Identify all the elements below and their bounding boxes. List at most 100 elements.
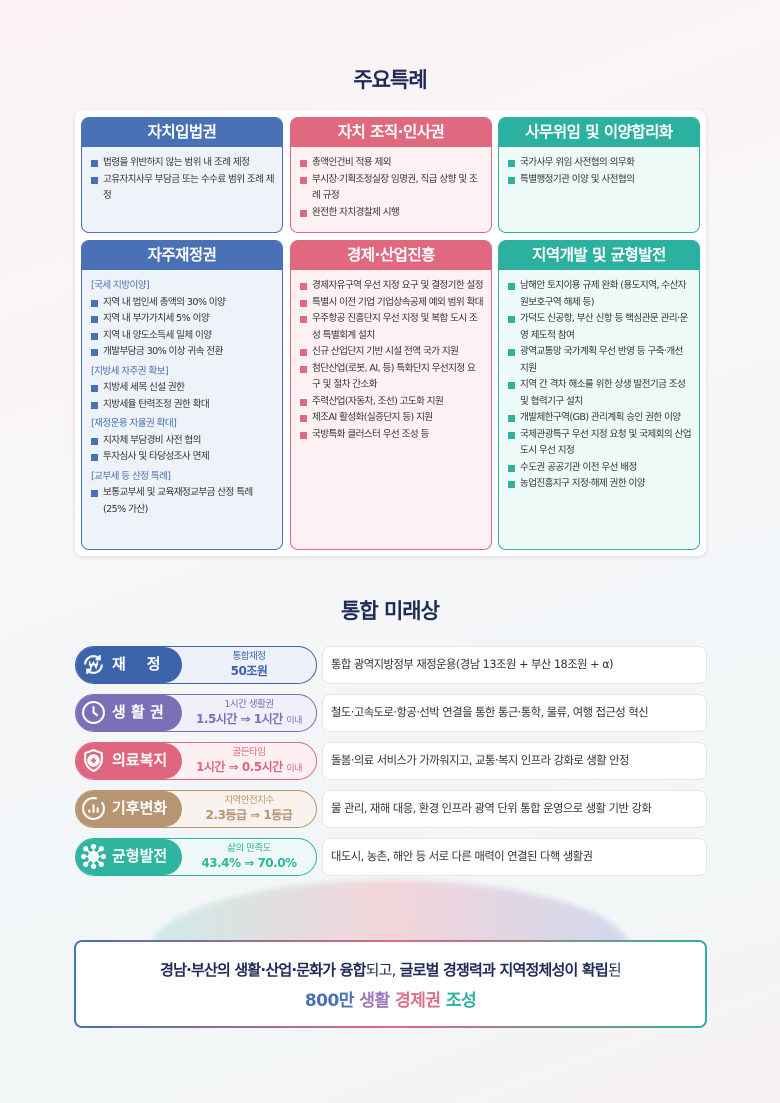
metric-name: 통합재정 <box>232 651 266 662</box>
metric-name: 골든타임 <box>232 747 266 758</box>
list-item: 지자체 부담경비 사전 협의 <box>91 433 274 450</box>
vision-pill: 균형발전 삶의 만족도 43.4% ⇒ 70.0% <box>75 838 317 876</box>
won-cycle-icon <box>81 652 106 677</box>
vision-label: 의료복지 <box>76 743 182 779</box>
list-item: 지역 내 부가가치세 5% 이양 <box>91 311 274 328</box>
shield-plus-icon <box>81 748 106 773</box>
provision-card: 자치입법권 법령을 위반하지 않는 범위 내 조례 제정 고유자치사무 부담금 또는… <box>81 117 283 233</box>
special-provisions-panel: 자치입법권 법령을 위반하지 않는 범위 내 조례 제정 고유자치사무 부담금 또는… <box>75 110 706 556</box>
card-title: 지역개발 및 균형발전 <box>499 241 699 270</box>
provision-card: 사무위임 및 이양합리화 국가사무 위임 사전협의 의무화 특별행정기관 이양 및 … <box>498 117 700 233</box>
list-item: 총액인건비 적용 제외 <box>300 155 483 172</box>
vision-label-text: 균형발전 <box>112 847 168 865</box>
vision-description: 물 관리, 재해 대응, 환경 인프라 광역 단위 통합 운영으로 생활 기반 … <box>322 790 707 828</box>
list-item: 지역 내 양도소득세 일체 이양 <box>91 328 274 345</box>
list-item: 부시장·기획조정실장 임명권, 직급 상향 및 조례 규정 <box>300 172 483 205</box>
metric-value-line: 1.5시간 ⇒ 1시간 이내 <box>182 711 316 729</box>
statement-highlight: 생활 <box>359 991 396 1011</box>
vision-label: 기후변화 <box>76 791 182 827</box>
bar-chart-circle-icon <box>81 796 106 821</box>
list-item: 우주항공 진흥단지 우선 지정 및 복합 도시 조성 특별회계 설치 <box>300 311 483 344</box>
list-item: 수도권 공공기관 이전 우선 배정 <box>508 460 691 477</box>
list-item: 국가사무 위임 사전협의 의무화 <box>508 155 691 172</box>
card-title: 경제·산업진흥 <box>291 241 491 270</box>
metric-value-line: 2.3등급 ⇒ 1등급 <box>182 807 316 823</box>
list-item: 지역 내 법인세 총액의 30% 이양 <box>91 295 274 312</box>
list-item: 제조AI 활성화(실증단지 등) 지원 <box>300 410 483 427</box>
statement-line-1: 경남·부산의 생활·산업·문화가 융합되고, 글로벌 경쟁력과 지역정체성이 확… <box>76 959 705 980</box>
metric-suffix: 이내 <box>286 716 302 726</box>
list-item: 특별시 이전 기업 기업상속공제 예외 범위 확대 <box>300 295 484 312</box>
card-item-list: 법령을 위반하지 않는 범위 내 조례 제정 고유자치사무 부담금 또는 수수료 … <box>82 147 282 205</box>
list-item: 농업진흥지구 지정·해제 권한 이양 <box>508 476 691 493</box>
statement-highlight: 800만 <box>304 991 360 1011</box>
vision-row: 균형발전 삶의 만족도 43.4% ⇒ 70.0% 대도시, 농촌, 해안 등 서로 … <box>75 838 707 876</box>
list-item: 보통교부세 및 교육재정교부금 산정 특례 (25% 가산) <box>91 485 274 518</box>
provision-card: 경제·산업진흥 경제자유구역 우선 지정 요구 및 결정기한 설정 특별시 이전 기… <box>290 240 492 550</box>
metric-suffix: 이내 <box>286 764 302 774</box>
metric-value: 2.3등급 ⇒ 1등급 <box>205 808 293 822</box>
metric-name: 지역안전지수 <box>224 795 274 806</box>
list-item: 법령을 위반하지 않는 범위 내 조례 제정 <box>91 155 274 172</box>
list-item: 지역 간 격차 해소를 위한 상생 발전기금 조성 및 협력기구 설치 <box>508 377 691 410</box>
list-item: 신규 산업단지 기반 시설 전액 국가 지원 <box>300 344 483 361</box>
section-label: [교부세 등 산정 특례] <box>91 470 171 482</box>
vision-row: 재 정 통합재정 50조원 통합 광역지방정부 재정운용(경남 13조원 + 부산 1… <box>75 646 707 684</box>
final-statement-box: 경남·부산의 생활·산업·문화가 융합되고, 글로벌 경쟁력과 지역정체성이 확… <box>74 940 707 1028</box>
network-node-icon <box>80 843 107 870</box>
metric-name: 1시간 생활권 <box>224 699 274 710</box>
list-item: 지방세 세목 신설 권한 <box>91 380 274 397</box>
vision-metric: 지역안전지수 2.3등급 ⇒ 1등급 <box>182 794 316 823</box>
card-title: 자주재정권 <box>82 241 282 270</box>
vision-description: 대도시, 농촌, 해안 등 서로 다른 매력이 연결된 다핵 생활권 <box>322 838 707 876</box>
list-item: 완전한 자치경찰제 시행 <box>300 205 483 222</box>
list-item: 남해안 토지이용 규제 완화 (용도지역, 수산자원보호구역 해제 등) <box>508 278 691 311</box>
vision-pill: 재 정 통합재정 50조원 <box>75 646 317 684</box>
metric-value-line: 43.4% ⇒ 70.0% <box>182 855 316 871</box>
card-title: 사무위임 및 이양합리화 <box>499 118 699 147</box>
statement-segment: 되고, <box>365 961 400 979</box>
card-item-list: 경제자유구역 우선 지정 요구 및 결정기한 설정 특별시 이전 기업 기업상속공… <box>291 270 491 443</box>
vision-label-text: 생 활 권 <box>112 703 164 721</box>
card-title: 자치 조직·인사권 <box>291 118 491 147</box>
metric-value: 1시간 ⇒ 0.5시간 <box>196 760 283 774</box>
metric-value: 50조원 <box>230 664 268 678</box>
list-item: 가덕도 신공항, 부산 신항 등 핵심관문 관리·운영 제도적 참여 <box>508 311 691 344</box>
vision-label: 재 정 <box>76 647 182 683</box>
vision-pill: 기후변화 지역안전지수 2.3등급 ⇒ 1등급 <box>75 790 317 828</box>
card-item-list: 총액인건비 적용 제외 부시장·기획조정실장 임명권, 직급 상향 및 조례 규정… <box>291 147 491 221</box>
provision-card: 자주재정권 [국세 지방이양] 지역 내 법인세 총액의 30% 이양 지역 내 부가… <box>81 240 283 550</box>
metric-value-line: 1시간 ⇒ 0.5시간 이내 <box>182 759 316 777</box>
card-title: 자치입법권 <box>82 118 282 147</box>
section-label: [국세 지방이양] <box>91 280 150 291</box>
statement-highlight: 조성 <box>445 991 477 1011</box>
metric-value: 1.5시간 ⇒ 1시간 <box>196 712 283 726</box>
list-item: 주력산업(자동차, 조선) 고도화 지원 <box>300 394 483 411</box>
clock-icon <box>81 700 106 725</box>
vision-label: 균형발전 <box>76 839 182 875</box>
vision-row: 기후변화 지역안전지수 2.3등급 ⇒ 1등급 물 관리, 재해 대응, 환경 인프라… <box>75 790 707 828</box>
vision-label-text: 기후변화 <box>112 799 168 817</box>
vision-row: 의료복지 골든타임 1시간 ⇒ 0.5시간 이내 돌봄·의료 서비스가 가까워지고, … <box>75 742 707 780</box>
list-item: 개발제한구역(GB) 관리계획 승인 권한 이양 <box>508 410 691 427</box>
statement-segment: 된 <box>607 961 622 979</box>
vision-label-text: 재 정 <box>112 655 161 673</box>
statement-highlight: 경제권 <box>395 991 446 1011</box>
vision-description: 통합 광역지방정부 재정운용(경남 13조원 + 부산 18조원 + α) <box>322 646 707 684</box>
vision-metric: 골든타임 1시간 ⇒ 0.5시간 이내 <box>182 746 316 777</box>
list-item: 고유자치사무 부담금 또는 수수료 범위 조례 제정 <box>91 172 275 205</box>
statement-segment: 글로벌 경쟁력과 지역정체성이 확립 <box>399 961 609 979</box>
provision-card: 자치 조직·인사권 총액인건비 적용 제외 부시장·기획조정실장 임명권, 직급 상… <box>290 117 492 233</box>
metric-value: 43.4% ⇒ 70.0% <box>201 856 297 870</box>
vision-pill: 생 활 권 1시간 생활권 1.5시간 ⇒ 1시간 이내 <box>75 694 317 732</box>
statement-segment: 경남·부산의 생활·산업·문화가 융합 <box>160 961 366 979</box>
list-item: 국방특화 클러스터 우선 조성 등 <box>300 427 483 444</box>
list-item: 지방세율 탄력조정 권한 확대 <box>91 397 274 414</box>
vision-label-text: 의료복지 <box>112 751 168 769</box>
list-item: 광역교통망 국가계획 우선 반영 등 구축·개선 지원 <box>508 344 691 377</box>
card-item-list: [국세 지방이양] 지역 내 법인세 총액의 30% 이양 지역 내 부가가치세 5… <box>82 270 282 518</box>
list-item: 경제자유구역 우선 지정 요구 및 결정기한 설정 <box>300 278 484 295</box>
section-title-future-vision: 통합 미래상 <box>341 599 440 623</box>
vision-metric: 통합재정 50조원 <box>182 650 316 679</box>
